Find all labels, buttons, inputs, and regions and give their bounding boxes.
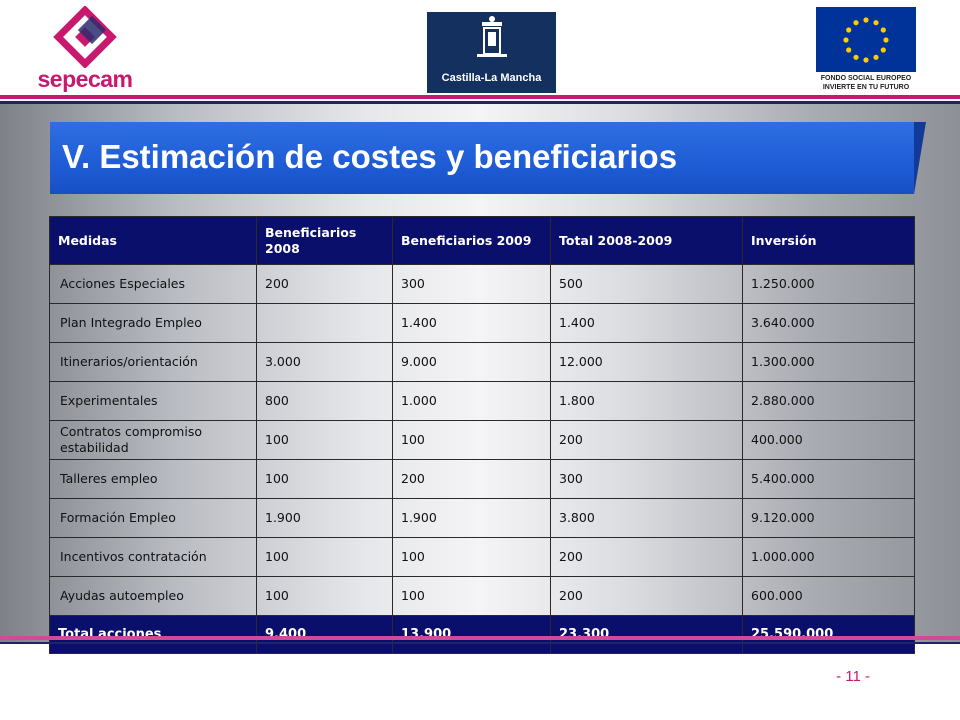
cell-total: 1.800 xyxy=(550,381,743,421)
cell-inversion: 9.120.000 xyxy=(742,498,915,538)
sepecam-logo-text: sepecam xyxy=(37,66,133,92)
header-rule-magenta xyxy=(0,95,960,99)
cell-beneficiarios-2008 xyxy=(256,303,393,343)
column-header-medidas: Medidas xyxy=(49,216,257,265)
sepecam-emblem-icon xyxy=(53,5,117,69)
cell-inversion: 400.000 xyxy=(742,420,915,460)
cell-beneficiarios-2008: 1.900 xyxy=(256,498,393,538)
page-title: V. Estimación de costes y beneficiarios xyxy=(62,138,678,175)
total-beneficiarios-2008: 9.400 xyxy=(256,615,393,654)
table-row: Experimentales 800 1.000 1.800 2.880.000 xyxy=(49,381,915,421)
cell-total: 1.400 xyxy=(550,303,743,343)
cell-medida: Plan Integrado Empleo xyxy=(49,303,257,343)
column-header-beneficiarios-2009: Beneficiarios 2009 xyxy=(392,216,551,265)
cell-beneficiarios-2008: 3.000 xyxy=(256,342,393,382)
cell-beneficiarios-2008: 100 xyxy=(256,537,393,577)
cell-total: 500 xyxy=(550,264,743,304)
cell-total: 200 xyxy=(550,420,743,460)
total-beneficiarios-2009: 13.900 xyxy=(392,615,551,654)
table-row: Acciones Especiales 200 300 500 1.250.00… xyxy=(49,264,915,304)
table-header-row: Medidas Beneficiarios 2008 Beneficiarios… xyxy=(49,216,915,265)
cell-inversion: 600.000 xyxy=(742,576,915,616)
table-row: Incentivos contratación 100 100 200 1.00… xyxy=(49,537,915,577)
cell-total: 300 xyxy=(550,459,743,499)
eu-stars-icon xyxy=(843,17,889,63)
cell-inversion: 1.300.000 xyxy=(742,342,915,382)
sepecam-logo: sepecam xyxy=(30,5,140,98)
footer-rule-pink xyxy=(0,636,960,640)
table-row: Contratos compromiso estabilidad 100 100… xyxy=(49,420,915,460)
cell-medida: Acciones Especiales xyxy=(49,264,257,304)
cell-beneficiarios-2009: 1.400 xyxy=(392,303,551,343)
cell-beneficiarios-2009: 100 xyxy=(392,576,551,616)
total-inversion: 25.590.000 xyxy=(742,615,915,654)
cell-beneficiarios-2009: 100 xyxy=(392,420,551,460)
cell-beneficiarios-2009: 300 xyxy=(392,264,551,304)
cell-total: 200 xyxy=(550,576,743,616)
table-row: Itinerarios/orientación 3.000 9.000 12.0… xyxy=(49,342,915,382)
page-number: - 11 - xyxy=(836,668,870,685)
header: sepecam Castilla-La Mancha FONDO SOCIAL … xyxy=(0,0,960,104)
cell-beneficiarios-2008: 100 xyxy=(256,576,393,616)
castle-crest-icon xyxy=(477,16,507,57)
title-banner: V. Estimación de costes y beneficiarios xyxy=(50,122,926,194)
cell-beneficiarios-2008: 100 xyxy=(256,420,393,460)
eu-caption: FONDO SOCIAL EUROPEO INVIERTE EN TU FUTU… xyxy=(810,74,922,92)
cell-medida: Contratos compromiso estabilidad xyxy=(49,420,257,460)
cell-beneficiarios-2008: 100 xyxy=(256,459,393,499)
column-header-inversion: Inversión xyxy=(742,216,915,265)
cell-medida: Formación Empleo xyxy=(49,498,257,538)
cell-total: 12.000 xyxy=(550,342,743,382)
cell-inversion: 1.250.000 xyxy=(742,264,915,304)
cell-total: 3.800 xyxy=(550,498,743,538)
cell-inversion: 2.880.000 xyxy=(742,381,915,421)
table-row: Ayudas autoempleo 100 100 200 600.000 xyxy=(49,576,915,616)
eu-caption-line-2: INVIERTE EN TU FUTURO xyxy=(822,84,910,91)
table-row: Plan Integrado Empleo 1.400 1.400 3.640.… xyxy=(49,303,915,343)
footer-rule-navy xyxy=(0,642,960,644)
eu-flag xyxy=(816,7,916,72)
cell-inversion: 1.000.000 xyxy=(742,537,915,577)
header-rule-navy xyxy=(0,101,960,104)
cell-medida: Talleres empleo xyxy=(49,459,257,499)
cell-medida: Experimentales xyxy=(49,381,257,421)
cell-inversion: 5.400.000 xyxy=(742,459,915,499)
cell-medida: Itinerarios/orientación xyxy=(49,342,257,382)
total-label: Total acciones xyxy=(49,615,257,654)
estimation-table: Medidas Beneficiarios 2008 Beneficiarios… xyxy=(49,216,915,654)
cell-beneficiarios-2008: 200 xyxy=(256,264,393,304)
table-row: Talleres empleo 100 200 300 5.400.000 xyxy=(49,459,915,499)
cell-medida: Incentivos contratación xyxy=(49,537,257,577)
cell-total: 200 xyxy=(550,537,743,577)
table-row: Formación Empleo 1.900 1.900 3.800 9.120… xyxy=(49,498,915,538)
cell-beneficiarios-2008: 800 xyxy=(256,381,393,421)
cell-beneficiarios-2009: 1.900 xyxy=(392,498,551,538)
column-header-beneficiarios-2008: Beneficiarios 2008 xyxy=(256,216,393,265)
cell-beneficiarios-2009: 9.000 xyxy=(392,342,551,382)
cell-beneficiarios-2009: 100 xyxy=(392,537,551,577)
total-total: 23.300 xyxy=(550,615,743,654)
clm-logo-text: Castilla-La Mancha xyxy=(441,72,542,84)
cell-medida: Ayudas autoempleo xyxy=(49,576,257,616)
castilla-la-mancha-logo: Castilla-La Mancha xyxy=(427,12,556,93)
cell-beneficiarios-2009: 200 xyxy=(392,459,551,499)
cell-beneficiarios-2009: 1.000 xyxy=(392,381,551,421)
eu-caption-line-1: FONDO SOCIAL EUROPEO xyxy=(820,75,912,82)
column-header-total: Total 2008-2009 xyxy=(550,216,743,265)
cell-inversion: 3.640.000 xyxy=(742,303,915,343)
table-total-row: Total acciones 9.400 13.900 23.300 25.59… xyxy=(49,615,915,654)
